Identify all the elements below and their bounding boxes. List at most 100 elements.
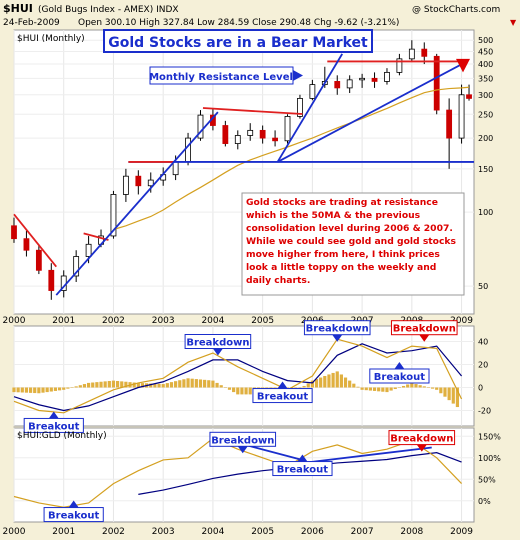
arrow-right-icon	[293, 70, 303, 81]
macd-histogram-bar	[178, 380, 182, 388]
macd-y-tick-label: -20	[478, 407, 491, 416]
macd-histogram-bar	[198, 379, 203, 388]
candle-body	[384, 71, 390, 82]
macd-y-tick-label: 0	[478, 384, 483, 393]
macd-histogram-bar	[194, 379, 198, 388]
macd-histogram-bar	[348, 380, 352, 388]
candle-body	[85, 243, 92, 257]
macd-histogram-bar	[430, 387, 435, 389]
macd-histogram-bar	[364, 387, 368, 391]
title-box	[103, 29, 373, 53]
macd-signal-line	[13, 343, 463, 412]
signal-label: Breakdown	[306, 324, 369, 335]
macd-histogram-bar	[165, 383, 169, 388]
candle-body	[433, 55, 440, 111]
x-tick-label: 2002	[102, 527, 125, 537]
x-tick-label: 2001	[52, 316, 75, 326]
ratio-line	[13, 437, 463, 508]
signal-label: Breakdown	[393, 324, 456, 335]
candle-body	[48, 269, 55, 291]
macd-histogram-bar	[232, 387, 236, 393]
candle-body	[110, 194, 117, 237]
candle-body	[346, 79, 353, 89]
macd-histogram-bar	[53, 387, 58, 391]
resistance-2001-line	[83, 232, 109, 241]
macd-histogram-bar	[447, 387, 451, 401]
macd-histogram-bar	[82, 384, 87, 388]
uptrend-2-line	[276, 53, 343, 163]
candle-body	[135, 175, 142, 187]
macd-histogram-bar	[153, 383, 157, 388]
macd-histogram-bar	[62, 387, 66, 390]
candle-body	[334, 81, 341, 89]
macd-histogram-bar	[124, 381, 128, 388]
macd-histogram-bar	[24, 387, 29, 393]
macd-histogram-bar	[331, 372, 335, 388]
macd-histogram-bar	[49, 387, 53, 392]
candle-body	[359, 77, 366, 81]
macd-histogram-bar	[422, 386, 426, 388]
macd-histogram-bar	[190, 378, 194, 388]
candle-body	[247, 129, 254, 136]
down-triangle-icon	[237, 446, 248, 454]
macd-histogram-bar	[95, 382, 99, 388]
price-y-tick-label: 300	[478, 91, 493, 100]
note-box	[241, 192, 465, 296]
price-y-tick-label: 50	[478, 282, 488, 291]
candle-body	[234, 135, 241, 144]
macd-histogram-bar	[186, 378, 190, 388]
x-tick-label: 2003	[152, 316, 175, 326]
macd-histogram-bar	[37, 387, 41, 394]
macd-histogram-bar	[78, 385, 82, 388]
macd-histogram-bar	[132, 382, 136, 388]
macd-histogram-bar	[223, 387, 227, 388]
macd-histogram-bar	[352, 383, 356, 388]
macd-histogram-bar	[368, 387, 372, 391]
macd-histogram-bar	[439, 387, 443, 394]
signal-label: Breakout	[257, 392, 308, 403]
macd-histogram-bar	[20, 387, 24, 393]
price-y-tick-label: 100	[478, 208, 493, 217]
macd-histogram-bar	[66, 387, 70, 389]
ratio-y-tick-label: 150%	[478, 432, 501, 441]
resistance-label: Monthly Resistance Level	[149, 72, 293, 83]
symbol: $HUI	[3, 2, 33, 15]
signal-label: Breakout	[28, 421, 79, 432]
ratio-uptrend-line	[302, 446, 432, 464]
candle-body	[122, 175, 129, 195]
macd-histogram-bar	[203, 379, 207, 388]
price-y-tick-label: 350	[478, 74, 493, 83]
candle-body	[272, 137, 278, 142]
up-triangle-icon	[48, 411, 59, 419]
candle-body	[466, 94, 472, 99]
price-series	[11, 40, 474, 300]
signal-label: Breakdown	[211, 435, 274, 446]
macd-histogram-bar	[140, 383, 145, 388]
macd-histogram-bar	[385, 387, 389, 393]
macd-line	[13, 338, 463, 414]
price-y-tick-label: 200	[478, 134, 493, 143]
uptrend-3-line	[277, 63, 463, 163]
macd-histogram-bar	[327, 374, 331, 388]
up-triangle-icon	[297, 454, 308, 462]
macd-histogram-bar	[310, 380, 314, 388]
macd-histogram-bar	[28, 387, 33, 393]
uptrend-1-line	[55, 111, 219, 296]
price-y-tick-label: 150	[478, 165, 493, 174]
candle-body	[458, 94, 465, 139]
x-tick-label: 2005	[251, 527, 274, 537]
signal-label: Breakout	[374, 372, 425, 383]
macd-histogram-bar	[107, 380, 111, 388]
price-y-tick-label: 250	[478, 110, 493, 119]
candle-body	[222, 125, 229, 144]
macd-histogram-bar	[41, 387, 45, 393]
candle-body	[172, 161, 179, 176]
resistance-2004-line	[202, 107, 303, 115]
macd-histogram-bar	[343, 377, 348, 388]
x-tick-label: 2004	[201, 316, 224, 326]
macd-histogram-bar	[157, 383, 161, 388]
header-bar	[0, 0, 520, 30]
macd-y-tick-label: 20	[478, 361, 488, 370]
macd-histogram-bar	[116, 380, 120, 388]
